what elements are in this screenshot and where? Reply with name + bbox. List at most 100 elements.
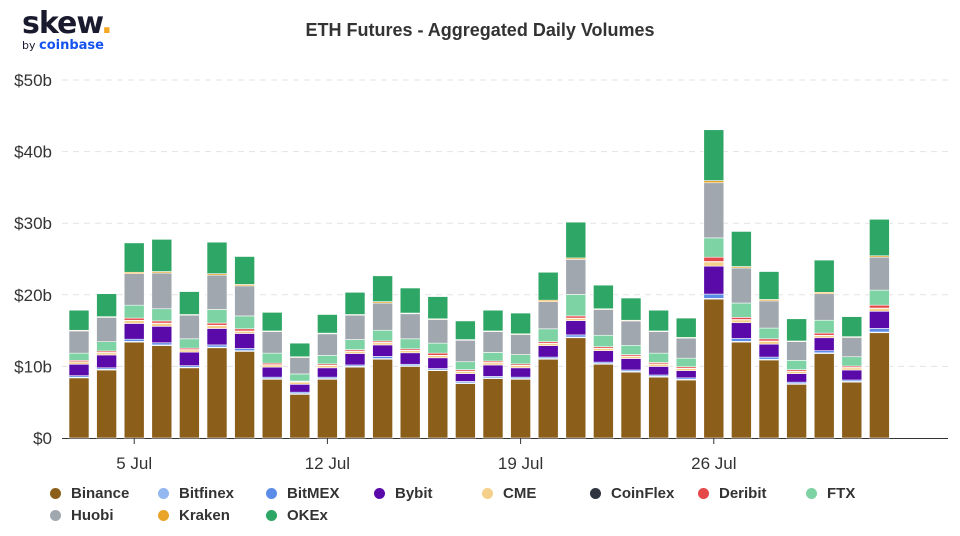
bar-segment-cme [152, 323, 172, 326]
bar-segment-okex [538, 272, 558, 300]
bar-segment-huobi [676, 338, 696, 358]
bar-segment-okex [152, 239, 172, 271]
bar-segment-cme [649, 364, 669, 366]
legend-swatch [266, 488, 277, 499]
bar-segment-okex [69, 310, 89, 330]
legend-item-bybit[interactable]: Bybit [374, 485, 482, 502]
bar-segment-ftx [207, 309, 227, 323]
x-tick-label: 26 Jul [691, 454, 736, 473]
bar-segment-huobi [842, 337, 862, 356]
bar-segment-bybit [676, 371, 696, 378]
legend-item-huobi[interactable]: Huobi [50, 507, 158, 524]
bar-segment-bitmex [731, 338, 751, 341]
bar-segment-bybit [787, 374, 807, 383]
bar-segment-binance [428, 371, 448, 438]
bar-segment-binance [97, 370, 117, 438]
bar-segment-cme [704, 262, 724, 266]
bar-segment-okex [262, 312, 282, 331]
legend-item-bitfinex[interactable]: Bitfinex [158, 485, 266, 502]
bar-segment-bitmex [235, 349, 255, 351]
bar-segment-binance [207, 348, 227, 438]
y-tick-label: $40b [14, 143, 52, 162]
bar-segment-bitmex [814, 351, 834, 353]
bar-segment-huobi [262, 332, 282, 353]
bar-segment-okex [593, 285, 613, 309]
bar-segment-bitmex [759, 357, 779, 359]
bar-segment-cme [400, 351, 420, 353]
legend-item-bitmex[interactable]: BitMEX [266, 485, 374, 502]
legend-item-deribit[interactable]: Deribit [698, 485, 806, 502]
bar-segment-ftx [97, 342, 117, 351]
bar-segment-ftx [814, 320, 834, 333]
bar-segment-bybit [262, 367, 282, 377]
legend-item-coinflex[interactable]: CoinFlex [590, 485, 698, 502]
bar-segment-bybit [455, 374, 475, 382]
bar-segment-deribit [566, 316, 586, 318]
legend-item-kraken[interactable]: Kraken [158, 507, 266, 524]
bar-segment-binance [345, 367, 365, 438]
bar-segment-bybit [759, 344, 779, 357]
bar-segment-ftx [235, 316, 255, 329]
bar-segment-bybit [842, 370, 862, 380]
bar-segment-ftx [428, 343, 448, 353]
y-tick-label: $50b [14, 71, 52, 90]
bar-segment-okex [483, 310, 503, 331]
bar-segment-bitmex [566, 335, 586, 337]
bar-segment-binance [566, 338, 586, 438]
bar-segment-binance [731, 342, 751, 438]
bar-segment-huobi [593, 309, 613, 335]
bar-segment-cme [428, 356, 448, 358]
bar-segment-deribit [704, 257, 724, 261]
bar-segment-cme [731, 320, 751, 323]
bar-segment-bybit [566, 321, 586, 335]
legend-label: Huobi [71, 507, 114, 524]
bar-segment-huobi [731, 268, 751, 303]
legend-label: Deribit [719, 485, 767, 502]
bar-segment-okex [317, 314, 337, 333]
bar-segment-cme [676, 369, 696, 371]
bar-segment-okex [566, 222, 586, 258]
bar-segment-okex [869, 219, 889, 256]
bar-segment-okex [290, 343, 310, 357]
bar-segment-bybit [538, 346, 558, 357]
bar-segment-bybit [428, 358, 448, 369]
legend-item-binance[interactable]: Binance [50, 485, 158, 502]
bar-segment-cme [566, 318, 586, 320]
bar-segment-ftx [483, 352, 503, 361]
legend-item-okex[interactable]: OKEx [266, 507, 374, 524]
bar-segment-ftx [593, 335, 613, 346]
bar-segment-okex [97, 294, 117, 317]
legend-item-ftx[interactable]: FTX [806, 485, 914, 502]
bar-segment-huobi [649, 332, 669, 353]
legend-swatch [158, 488, 169, 499]
bar-segment-okex [511, 313, 531, 334]
bar-segment-cme [455, 371, 475, 373]
bar-segment-ftx [731, 303, 751, 317]
bar-segment-cme [787, 371, 807, 373]
bar-segment-huobi [207, 275, 227, 309]
bar-segment-bitmex [152, 343, 172, 345]
bar-segment-binance [511, 379, 531, 438]
bar-segment-okex [759, 272, 779, 300]
bar-segment-ftx [566, 294, 586, 315]
bar-segment-ftx [152, 309, 172, 321]
bar-segment-binance [400, 366, 420, 438]
bar-segment-okex [704, 130, 724, 181]
bar-segment-binance [262, 379, 282, 438]
bar-segment-deribit [428, 353, 448, 355]
bar-segment-ftx [179, 339, 199, 348]
bar-segment-ftx [373, 330, 393, 341]
bar-segment-cme [511, 366, 531, 368]
bar-segment-bybit [235, 333, 255, 348]
bar-segment-binance [152, 346, 172, 438]
legend: Binance Bitfinex BitMEX Bybit CME CoinFlex Der… [50, 482, 930, 526]
legend-swatch [50, 510, 61, 521]
bar-segment-cme [842, 368, 862, 370]
bar-segment-huobi [538, 302, 558, 329]
legend-item-cme[interactable]: CME [482, 485, 590, 502]
legend-label: Bybit [395, 485, 433, 502]
bar-segment-bybit [97, 355, 117, 368]
bar-segment-cme [69, 362, 89, 364]
bar-segment-bitmex [207, 345, 227, 347]
bar-segment-okex [373, 276, 393, 302]
